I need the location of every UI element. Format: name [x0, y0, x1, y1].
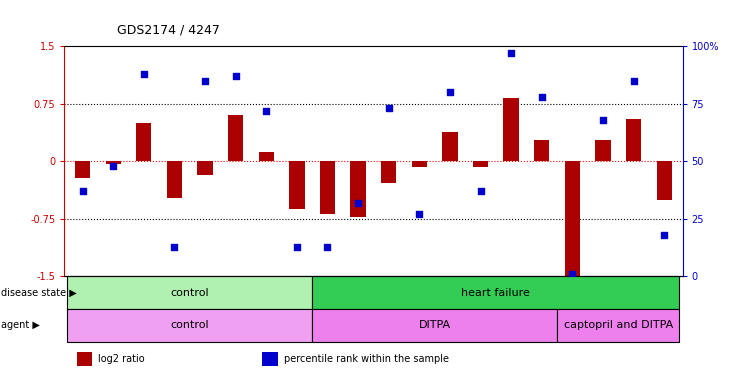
Text: DITPA: DITPA	[418, 320, 450, 331]
Text: control: control	[170, 320, 209, 331]
Bar	[106, 161, 121, 164]
Bar	[557, 309, 680, 342]
Bar	[258, 152, 274, 161]
Bar	[350, 161, 366, 217]
Bar	[565, 161, 580, 276]
Bar	[442, 132, 458, 161]
Bar	[320, 161, 335, 214]
Bar	[67, 276, 312, 309]
Point	[658, 232, 670, 238]
Point	[230, 73, 242, 79]
Text: disease state ▶: disease state ▶	[1, 288, 77, 298]
Point	[199, 78, 211, 84]
Bar	[77, 353, 92, 366]
Bar	[166, 161, 182, 198]
Bar	[312, 276, 680, 309]
Bar	[137, 123, 152, 161]
Bar	[381, 161, 396, 183]
Point	[383, 105, 394, 111]
Point	[628, 78, 639, 84]
Point	[353, 200, 364, 206]
Point	[505, 50, 517, 56]
Point	[107, 163, 119, 169]
Point	[413, 211, 425, 217]
Bar	[504, 98, 519, 161]
Point	[261, 108, 272, 114]
Bar	[75, 161, 91, 178]
Bar	[534, 140, 550, 161]
Text: log2 ratio: log2 ratio	[99, 354, 145, 364]
Point	[597, 117, 609, 123]
Text: captopril and DITPA: captopril and DITPA	[564, 320, 673, 331]
Bar	[262, 353, 277, 366]
Bar	[626, 119, 641, 161]
Bar	[473, 161, 488, 167]
Bar	[197, 161, 212, 175]
Point	[77, 188, 88, 194]
Text: control: control	[170, 288, 209, 298]
Text: heart failure: heart failure	[461, 288, 530, 298]
Bar	[595, 140, 610, 161]
Point	[138, 71, 150, 77]
Point	[169, 243, 180, 250]
Text: percentile rank within the sample: percentile rank within the sample	[284, 354, 449, 364]
Bar	[67, 309, 312, 342]
Bar	[228, 115, 243, 161]
Bar	[412, 161, 427, 167]
Text: GDS2174 / 4247: GDS2174 / 4247	[117, 23, 220, 36]
Point	[291, 243, 303, 250]
Point	[536, 94, 548, 100]
Point	[474, 188, 486, 194]
Bar	[289, 161, 304, 209]
Point	[322, 243, 334, 250]
Text: agent ▶: agent ▶	[1, 320, 40, 331]
Point	[444, 89, 456, 95]
Bar	[656, 161, 672, 200]
Point	[566, 271, 578, 277]
Bar	[312, 309, 557, 342]
